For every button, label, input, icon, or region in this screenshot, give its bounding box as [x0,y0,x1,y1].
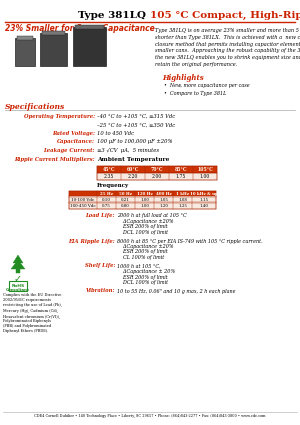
Text: 2.35: 2.35 [104,174,114,179]
Text: 1.75: 1.75 [176,174,186,179]
Text: –25 °C to +105 °C, ≥350 Vdc: –25 °C to +105 °C, ≥350 Vdc [97,122,175,128]
Text: Capacitance:: Capacitance: [57,139,95,144]
Text: 85°C: 85°C [175,167,187,172]
Text: Complies with the EU Directive: Complies with the EU Directive [3,293,61,297]
Text: 10 to 55 Hz, 0.06" and 10 g max, 2 h each plane: 10 to 55 Hz, 0.06" and 10 g max, 2 h eac… [117,289,236,294]
Text: 2.00: 2.00 [152,174,162,179]
Text: DCL 100% of limit: DCL 100% of limit [117,280,168,285]
Bar [15,38,35,66]
Bar [16,269,20,273]
Text: 0.21: 0.21 [121,198,130,202]
Bar [9,281,27,291]
Text: 1.08: 1.08 [178,198,187,202]
Text: 120 Hz: 120 Hz [136,192,152,196]
Text: ΔCapacitance ± 20%: ΔCapacitance ± 20% [117,269,175,274]
Text: 0.75: 0.75 [102,204,111,208]
Text: 0.10: 0.10 [102,198,111,202]
Text: 1 kHz: 1 kHz [176,192,189,196]
Bar [75,25,104,29]
Text: EIA Ripple Life:: EIA Ripple Life: [68,238,115,244]
Text: 160-450 Vdc: 160-450 Vdc [70,204,96,208]
Text: 1.00: 1.00 [200,174,210,179]
Text: Load Life:: Load Life: [85,213,115,218]
Text: ESR 200% of limit: ESR 200% of limit [117,249,168,255]
Text: 1.00: 1.00 [140,198,149,202]
Text: 70°C: 70°C [151,167,163,172]
Text: 45°C: 45°C [103,167,115,172]
Bar [97,173,217,179]
Text: 8000 h at 85 °C per EIA IS-749 with 105 °C ripple current.: 8000 h at 85 °C per EIA IS-749 with 105 … [117,238,262,244]
Bar [69,202,216,209]
Text: 105°C: 105°C [197,167,213,172]
Bar [40,33,67,66]
Text: 2000 h at full load at 105 °C: 2000 h at full load at 105 °C [117,213,187,218]
Text: Diphenyl Ethers (PBDE).: Diphenyl Ethers (PBDE). [3,329,48,333]
Text: 1.40: 1.40 [200,204,208,208]
Text: 1000 h at 105 °C,: 1000 h at 105 °C, [117,264,160,269]
Text: Leakage Current:: Leakage Current: [44,148,95,153]
Text: 100 μF to 100,000 μF ±20%: 100 μF to 100,000 μF ±20% [97,139,172,144]
Text: DCL 100% of limit: DCL 100% of limit [117,230,168,235]
Text: restricting the use of Lead (Pb),: restricting the use of Lead (Pb), [3,303,62,307]
Text: ✓: ✓ [14,274,22,284]
Polygon shape [11,260,25,269]
Text: •  Compare to Type 381L: • Compare to Type 381L [164,91,226,96]
Text: ESR 200% of limit: ESR 200% of limit [117,275,168,280]
Text: 60°C: 60°C [127,167,139,172]
Text: CDE4 Cornell Dubilier • 140 Technology Place • Liberty, SC 29657 • Phone: (864)8: CDE4 Cornell Dubilier • 140 Technology P… [34,414,266,418]
Text: Mercury (Hg), Cadmium (Cd),: Mercury (Hg), Cadmium (Cd), [3,309,58,313]
Text: Shelf Life:: Shelf Life: [85,264,115,269]
Text: ΔCapacitance ±20%: ΔCapacitance ±20% [117,219,173,224]
Polygon shape [13,255,23,263]
Text: 2.20: 2.20 [128,174,138,179]
Text: –40 °C to +105 °C, ≤315 Vdc: –40 °C to +105 °C, ≤315 Vdc [97,114,175,119]
Text: Specifications: Specifications [5,103,65,111]
Text: Ambient Temperature: Ambient Temperature [97,156,170,162]
Text: 0.80: 0.80 [121,204,130,208]
Text: 2002/95/EC requirements: 2002/95/EC requirements [3,298,51,302]
Text: 400 Hz: 400 Hz [156,192,171,196]
Text: Hexavalent chromium (Cr(VI)),: Hexavalent chromium (Cr(VI)), [3,314,60,318]
Text: •  New, more capacitance per case: • New, more capacitance per case [164,83,250,88]
Bar [69,196,216,202]
Text: Ripple Current Multipliers:: Ripple Current Multipliers: [14,156,95,162]
Text: (PBB) and Polybrominated: (PBB) and Polybrominated [3,324,51,328]
Text: 1.20: 1.20 [159,204,168,208]
Text: 105 °C Compact, High-Ripple Snap-in: 105 °C Compact, High-Ripple Snap-in [150,11,300,20]
Text: 1.15: 1.15 [200,198,208,202]
Text: 10-100 Vdc: 10-100 Vdc [71,198,94,202]
Text: CL 100% of limit: CL 100% of limit [117,255,164,260]
Text: ESR 200% of limit: ESR 200% of limit [117,224,168,230]
Text: 1.00: 1.00 [140,204,149,208]
Text: ≤3 √CV  μA,  5 minutes: ≤3 √CV μA, 5 minutes [97,148,159,153]
Text: Compliant: Compliant [6,288,30,292]
Text: RoHS: RoHS [11,284,25,288]
Text: Polybrominated Biphenyls: Polybrominated Biphenyls [3,319,51,323]
Text: 23% Smaller for Same Capacitance: 23% Smaller for Same Capacitance [5,24,155,33]
Bar [17,36,33,40]
Text: Operating Temperature:: Operating Temperature: [24,114,95,119]
Bar [69,190,216,196]
Text: 10 to 450 Vdc: 10 to 450 Vdc [97,131,134,136]
Text: 10 kHz & up: 10 kHz & up [190,192,218,196]
Text: 25 Hz: 25 Hz [100,192,113,196]
Bar [97,165,217,173]
Text: Vibration:: Vibration: [85,289,115,294]
Bar [42,31,65,35]
Text: 1.25: 1.25 [178,204,187,208]
Text: ΔCapacitance ±20%: ΔCapacitance ±20% [117,244,173,249]
Text: Type 381LQ is on average 23% smaller and more than 5 mm
shorter than Type 381LX.: Type 381LQ is on average 23% smaller and… [155,28,300,67]
Text: Highlights: Highlights [162,74,204,82]
Text: Frequency: Frequency [97,184,129,189]
Text: Type 381LQ: Type 381LQ [78,11,150,20]
Text: 1.05: 1.05 [159,198,168,202]
Text: 50 Hz: 50 Hz [119,192,132,196]
Bar [73,27,106,66]
Text: Rated Voltage:: Rated Voltage: [52,131,95,136]
